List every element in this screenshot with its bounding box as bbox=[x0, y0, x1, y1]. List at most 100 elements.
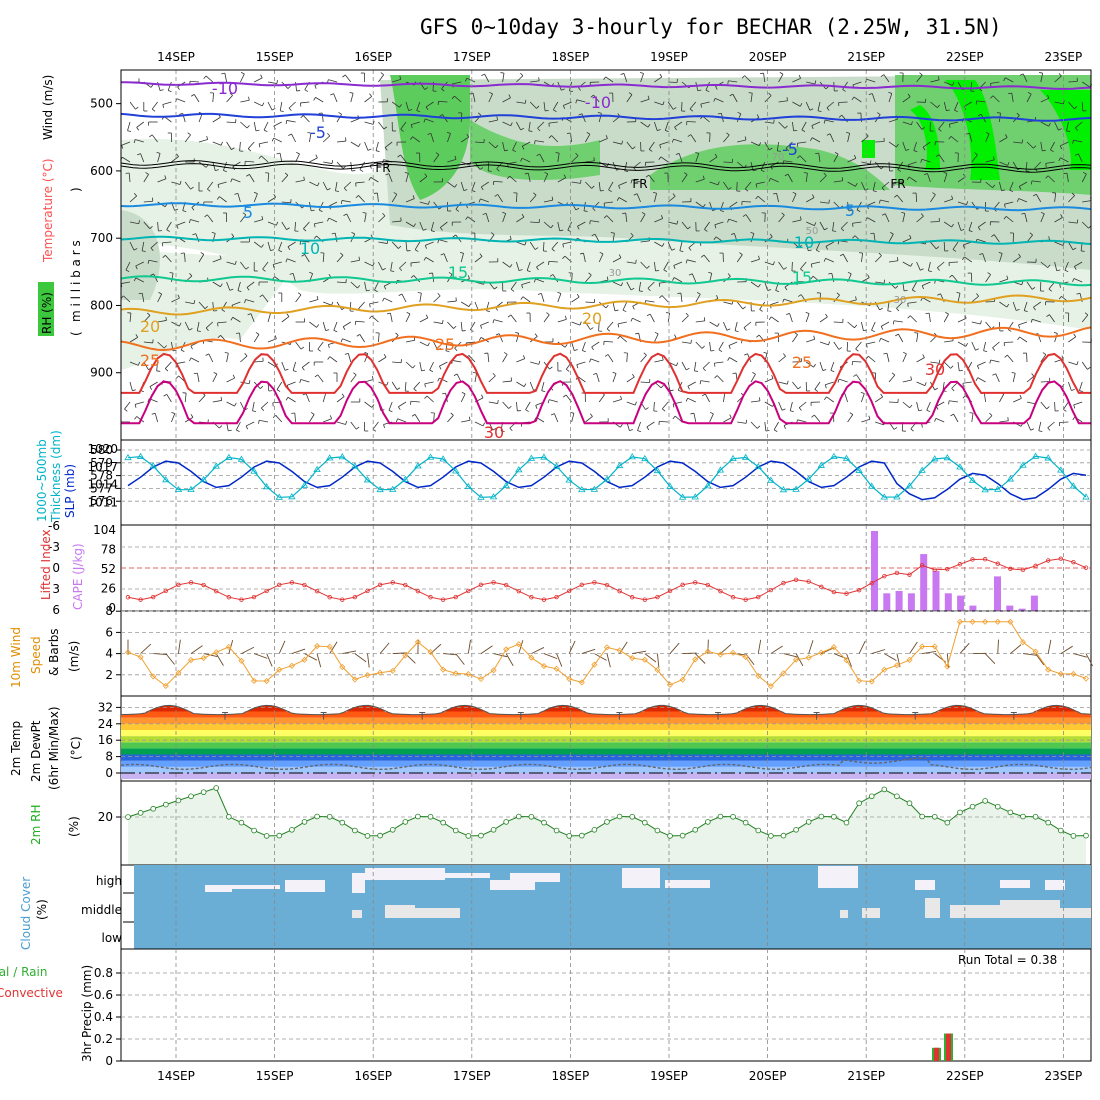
wind-barb-flag bbox=[1074, 266, 1077, 270]
wind-barb-flag bbox=[217, 184, 220, 189]
wind-barb bbox=[184, 181, 191, 190]
wind-barb bbox=[413, 381, 421, 389]
wind-barb bbox=[1054, 75, 1062, 83]
wind-barb-flag bbox=[191, 207, 195, 211]
wind-barb bbox=[598, 253, 604, 263]
isotherm-line bbox=[120, 202, 1092, 212]
wind-barb-flag bbox=[591, 346, 594, 351]
lifted-index-marker bbox=[277, 582, 282, 588]
wind-barb-flag bbox=[991, 234, 995, 238]
wind-barb-flag bbox=[576, 293, 580, 298]
wind-barb bbox=[254, 360, 264, 363]
wind-barb bbox=[832, 221, 835, 231]
wind-barb-flag bbox=[781, 408, 786, 411]
wind-barb-flag bbox=[758, 283, 761, 288]
wind-barb bbox=[856, 374, 862, 383]
wind-barb-flag bbox=[521, 284, 524, 289]
wind-barb-flag bbox=[1074, 153, 1079, 156]
rh2m-marker bbox=[200, 789, 207, 795]
wind-barb bbox=[502, 97, 511, 103]
wind-barb bbox=[792, 334, 798, 343]
wind-barb bbox=[539, 153, 545, 163]
wind-barb-flag bbox=[383, 285, 387, 290]
wind-barb bbox=[176, 221, 186, 226]
wind10m-barb bbox=[922, 650, 937, 655]
wind-barb-flag bbox=[726, 328, 731, 331]
wind10m-marker bbox=[162, 682, 169, 690]
wind-barb-flag bbox=[248, 380, 251, 384]
wind-barb-flag bbox=[773, 429, 778, 432]
lifted-index-marker bbox=[163, 588, 169, 594]
rh2m-marker bbox=[326, 813, 333, 820]
wind-barb-flag bbox=[632, 306, 635, 310]
wind-barb bbox=[654, 218, 663, 223]
wind-barb bbox=[581, 341, 586, 351]
wind-barb-flag bbox=[1005, 134, 1008, 138]
wind-barb-flag bbox=[1042, 149, 1046, 152]
wind-barb-flag bbox=[176, 225, 179, 229]
slp-axis-label: SLP (mb) bbox=[63, 464, 77, 518]
wind-barb-flag bbox=[702, 393, 706, 397]
wind-barb bbox=[1026, 401, 1036, 405]
wind-barb-flag bbox=[659, 295, 663, 299]
wind-barb bbox=[954, 101, 959, 111]
wind10m-barb bbox=[871, 649, 886, 655]
rh2m-marker bbox=[402, 819, 409, 825]
wind-barb-flag bbox=[989, 412, 993, 416]
wind-barb-flag bbox=[649, 149, 653, 152]
wind-barb-flag bbox=[221, 72, 225, 75]
wind-barb-flag bbox=[687, 226, 691, 230]
thickness-marker bbox=[464, 482, 473, 490]
wind-barb-flag bbox=[246, 174, 250, 177]
wind-barb bbox=[674, 121, 683, 128]
wind10m-marker bbox=[263, 677, 270, 685]
rh2m-marker bbox=[831, 813, 837, 820]
wind-barb bbox=[288, 101, 296, 109]
wind-barb bbox=[792, 381, 799, 390]
thickness-marker bbox=[376, 485, 384, 493]
wind-barb bbox=[488, 401, 498, 404]
wind-barb-flag bbox=[784, 125, 788, 129]
wind10m-marker bbox=[692, 656, 699, 663]
wind-barb-flag bbox=[138, 292, 143, 295]
wind-barb-flag bbox=[783, 353, 786, 357]
wind-barb bbox=[341, 200, 351, 203]
wind10m-barb bbox=[1022, 653, 1037, 656]
wind-barb-flag bbox=[910, 376, 912, 381]
lifted-index-marker bbox=[251, 594, 257, 600]
wind-barb bbox=[135, 277, 144, 283]
wind10m-barb bbox=[215, 653, 224, 666]
wind-barb-flag bbox=[353, 372, 357, 376]
wind-barb bbox=[944, 340, 954, 343]
thickness-marker bbox=[162, 476, 170, 483]
tick-label: 0 bbox=[105, 766, 113, 780]
wind10m-marker bbox=[729, 649, 737, 656]
wind-barb-flag bbox=[507, 314, 512, 318]
wind-barb bbox=[930, 241, 937, 250]
wind-barb-flag bbox=[179, 180, 182, 185]
wind-barb bbox=[874, 396, 883, 403]
wind10m-barb bbox=[1073, 653, 1088, 658]
wind-barb-flag bbox=[465, 216, 469, 220]
wind-barb-flag bbox=[331, 159, 334, 164]
wind-barb-flag bbox=[909, 404, 913, 409]
wind-barb-flag bbox=[221, 309, 226, 312]
wind-barb bbox=[198, 113, 203, 123]
wind-barb bbox=[825, 241, 834, 247]
wind-barb bbox=[129, 381, 133, 391]
rh2m-marker bbox=[717, 813, 724, 820]
wind-barb-flag bbox=[674, 126, 677, 131]
wind10m-marker bbox=[314, 642, 321, 650]
wind-barb bbox=[1040, 121, 1049, 127]
rh2m-marker bbox=[339, 819, 346, 826]
wind-barb-flag bbox=[510, 122, 513, 126]
wind-barb bbox=[536, 261, 545, 268]
wind-barb-flag bbox=[579, 321, 582, 326]
thickness-marker bbox=[187, 485, 195, 492]
wind-barb bbox=[226, 95, 233, 103]
wind-barb bbox=[249, 174, 255, 183]
wind-barb bbox=[364, 96, 372, 103]
wind-barb bbox=[792, 193, 797, 203]
wind-barb bbox=[800, 261, 807, 270]
wind-barb bbox=[703, 254, 710, 263]
